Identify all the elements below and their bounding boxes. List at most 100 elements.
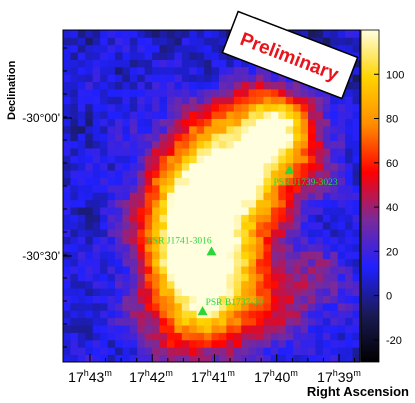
heatmap-cell xyxy=(263,266,272,274)
heatmap-cell xyxy=(293,273,301,282)
heatmap-cell xyxy=(107,199,116,208)
heatmap-cell xyxy=(293,317,301,326)
heatmap-cell xyxy=(114,96,123,105)
heatmap-cell xyxy=(114,89,123,97)
heatmap-cell xyxy=(114,273,123,282)
heatmap-cell xyxy=(233,155,242,164)
heatmap-cell xyxy=(211,236,220,245)
heatmap-cell xyxy=(174,273,183,282)
heatmap-cell xyxy=(315,288,324,296)
heatmap-cell xyxy=(270,103,279,112)
heatmap-cell xyxy=(100,66,108,75)
heatmap-cell xyxy=(226,103,235,112)
heatmap-cell xyxy=(293,81,301,90)
heatmap-cell xyxy=(129,280,138,289)
heatmap-cell xyxy=(159,339,168,348)
heatmap-cell xyxy=(204,339,212,348)
heatmap-cell xyxy=(166,59,175,68)
heatmap-cell xyxy=(92,266,101,274)
heatmap-cell xyxy=(85,111,94,119)
heatmap-cell xyxy=(77,266,86,274)
heatmap-cell xyxy=(330,332,339,341)
heatmap-cell xyxy=(218,37,227,46)
heatmap-cell xyxy=(293,89,301,97)
heatmap-cell xyxy=(122,273,131,282)
heatmap-cell xyxy=(330,280,339,289)
heatmap-cell xyxy=(189,199,198,208)
heatmap-cell xyxy=(100,207,108,215)
heatmap-cell xyxy=(256,103,264,112)
heatmap-cell xyxy=(256,207,264,215)
heatmap-cell xyxy=(300,273,309,282)
heatmap-cell xyxy=(278,192,287,201)
heatmap-cell xyxy=(129,111,138,119)
heatmap-cell xyxy=(293,236,301,245)
heatmap-cell xyxy=(211,52,220,60)
heatmap-cell xyxy=(337,207,346,215)
heatmap-cell xyxy=(241,118,250,127)
heatmap-cell xyxy=(285,214,294,223)
x-tick-label: 17h39m xyxy=(317,368,361,385)
heatmap-cell xyxy=(63,207,71,215)
heatmap-cell xyxy=(204,184,212,193)
heatmap-cell xyxy=(233,236,242,245)
heatmap-cell xyxy=(189,317,198,326)
heatmap-cell xyxy=(129,133,138,142)
heatmap-cell xyxy=(70,214,79,223)
heatmap-cell xyxy=(270,354,279,362)
heatmap-cell xyxy=(100,125,108,134)
heatmap-cell xyxy=(278,273,287,282)
heatmap-cell xyxy=(159,325,168,333)
heatmap-cell xyxy=(204,66,212,75)
heatmap-cell xyxy=(352,236,360,245)
heatmap-cell xyxy=(196,280,205,289)
heatmap-cell xyxy=(181,37,190,46)
heatmap-cell xyxy=(137,66,146,75)
heatmap-cell xyxy=(77,317,86,326)
heatmap-cell xyxy=(100,354,108,362)
heatmap-cell xyxy=(218,258,227,267)
heatmap-cell xyxy=(63,243,71,252)
heatmap-cell xyxy=(330,354,339,362)
heatmap-cell xyxy=(152,325,160,333)
heatmap-cell xyxy=(137,96,146,105)
heatmap-cell xyxy=(129,192,138,201)
heatmap-cell xyxy=(352,96,360,105)
heatmap-cell xyxy=(233,103,242,112)
heatmap-cell xyxy=(345,221,353,230)
heatmap-cell xyxy=(256,229,264,237)
heatmap-cell xyxy=(152,52,160,60)
heatmap-cell xyxy=(315,280,324,289)
heatmap-cell xyxy=(226,125,235,134)
heatmap-cell xyxy=(159,184,168,193)
heatmap-cell xyxy=(100,199,108,208)
heatmap-cell xyxy=(337,44,346,53)
heatmap-cell xyxy=(196,103,205,112)
heatmap-cell xyxy=(204,199,212,208)
heatmap-cell xyxy=(263,140,272,149)
heatmap-cell xyxy=(345,125,353,134)
heatmap-cell xyxy=(189,148,198,156)
heatmap-cell xyxy=(77,243,86,252)
heatmap-cell xyxy=(196,199,205,208)
heatmap-cell xyxy=(233,302,242,311)
heatmap-cell xyxy=(322,199,331,208)
heatmap-cell xyxy=(211,214,220,223)
heatmap-cell xyxy=(300,347,309,356)
heatmap-cell xyxy=(129,30,138,38)
heatmap-cell xyxy=(92,339,101,348)
heatmap-cell xyxy=(293,221,301,230)
heatmap-cell xyxy=(100,317,108,326)
heatmap-cell xyxy=(204,266,212,274)
heatmap-cell xyxy=(352,66,360,75)
heatmap-cell xyxy=(122,229,131,237)
heatmap-cell xyxy=(330,96,339,105)
heatmap-cell xyxy=(285,288,294,296)
heatmap-cell xyxy=(137,199,146,208)
heatmap-cell xyxy=(70,125,79,134)
heatmap-cell xyxy=(248,243,257,252)
heatmap-cell xyxy=(114,81,123,90)
heatmap-cell xyxy=(144,74,153,83)
heatmap-cell xyxy=(345,155,353,164)
heatmap-cell xyxy=(181,214,190,223)
